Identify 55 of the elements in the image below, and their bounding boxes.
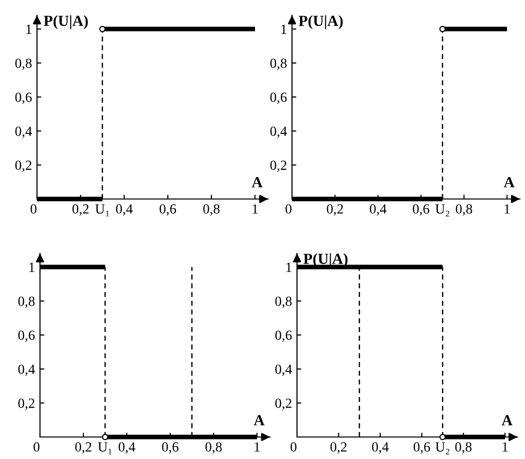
x-tick-label: 0,6 xyxy=(414,442,430,454)
y-tick-label: 0,6 xyxy=(18,330,35,342)
y-tick-label: 1 xyxy=(29,262,34,272)
y-tick-label: 0,2 xyxy=(18,398,34,410)
x-tick-label: 0,4 xyxy=(118,442,136,454)
x-tick-label: 0,6 xyxy=(162,442,178,454)
y-tick-label: 0,2 xyxy=(270,160,286,172)
x-tick-label: 0,8 xyxy=(455,442,472,454)
x-tick-label: 0 xyxy=(34,442,40,452)
y-axis-title: P(U|A) xyxy=(304,253,348,268)
x-tick-label: 0,2 xyxy=(330,442,347,454)
x-axis-title: A xyxy=(254,415,265,426)
x-tick-label: 0,8 xyxy=(205,442,222,454)
y-tick-label: 0,8 xyxy=(15,58,32,70)
x-tick-label: 0 xyxy=(286,204,292,214)
y-tick-label: 0,6 xyxy=(15,92,32,104)
x-tick-label: U₂ xyxy=(435,442,450,454)
x-tick-label: 0 xyxy=(30,204,36,214)
x-tick-label: 1 xyxy=(254,442,260,452)
y-tick-label: 1 xyxy=(286,262,292,272)
x-tick-label: 1 xyxy=(252,204,258,214)
x-tick-label: 1 xyxy=(504,204,510,214)
x-tick-label: U₂ xyxy=(435,204,450,216)
y-tick-label: 0,2 xyxy=(15,160,32,172)
y-tick-label: 0,8 xyxy=(18,296,35,308)
x-tick-label: U₁ xyxy=(95,204,109,216)
y-tick-label: 0,8 xyxy=(270,58,287,70)
x-tick-label: 0,4 xyxy=(372,442,389,454)
y-axis-title: P(U|A) xyxy=(298,15,343,30)
x-tick-label: 0,2 xyxy=(326,204,343,216)
x-tick-label: 0,2 xyxy=(75,442,92,454)
y-tick-label: 0,6 xyxy=(275,330,292,342)
x-tick-label: 0,8 xyxy=(203,204,220,216)
x-tick-label: U₁ xyxy=(98,442,112,454)
x-tick-label: 0,6 xyxy=(412,204,430,216)
x-tick-label: 1 xyxy=(502,442,508,452)
y-tick-label: 0,4 xyxy=(18,364,35,376)
x-tick-label: 0,8 xyxy=(456,204,472,216)
y-tick-label: 0,6 xyxy=(270,92,287,104)
y-tick-label: 0,8 xyxy=(275,296,292,308)
x-tick-label: 0,4 xyxy=(370,204,386,216)
x-tick-label: 0,2 xyxy=(72,204,89,216)
x-tick-label: 0,4 xyxy=(116,204,133,216)
x-axis-title: A xyxy=(504,177,515,188)
y-tick-label: 0,4 xyxy=(15,126,32,138)
y-tick-label: 0,2 xyxy=(275,398,292,410)
x-tick-label: 0 xyxy=(290,442,296,452)
y-tick-label: 1 xyxy=(26,24,32,34)
x-axis-title: A xyxy=(252,177,263,188)
y-tick-label: 1 xyxy=(281,24,286,34)
x-axis-title: A xyxy=(502,415,512,426)
y-tick-label: 0,4 xyxy=(275,364,292,376)
y-axis-title: P(U|A) xyxy=(44,15,88,30)
y-tick-label: 0,4 xyxy=(270,126,287,138)
x-tick-label: 0,6 xyxy=(160,204,176,216)
